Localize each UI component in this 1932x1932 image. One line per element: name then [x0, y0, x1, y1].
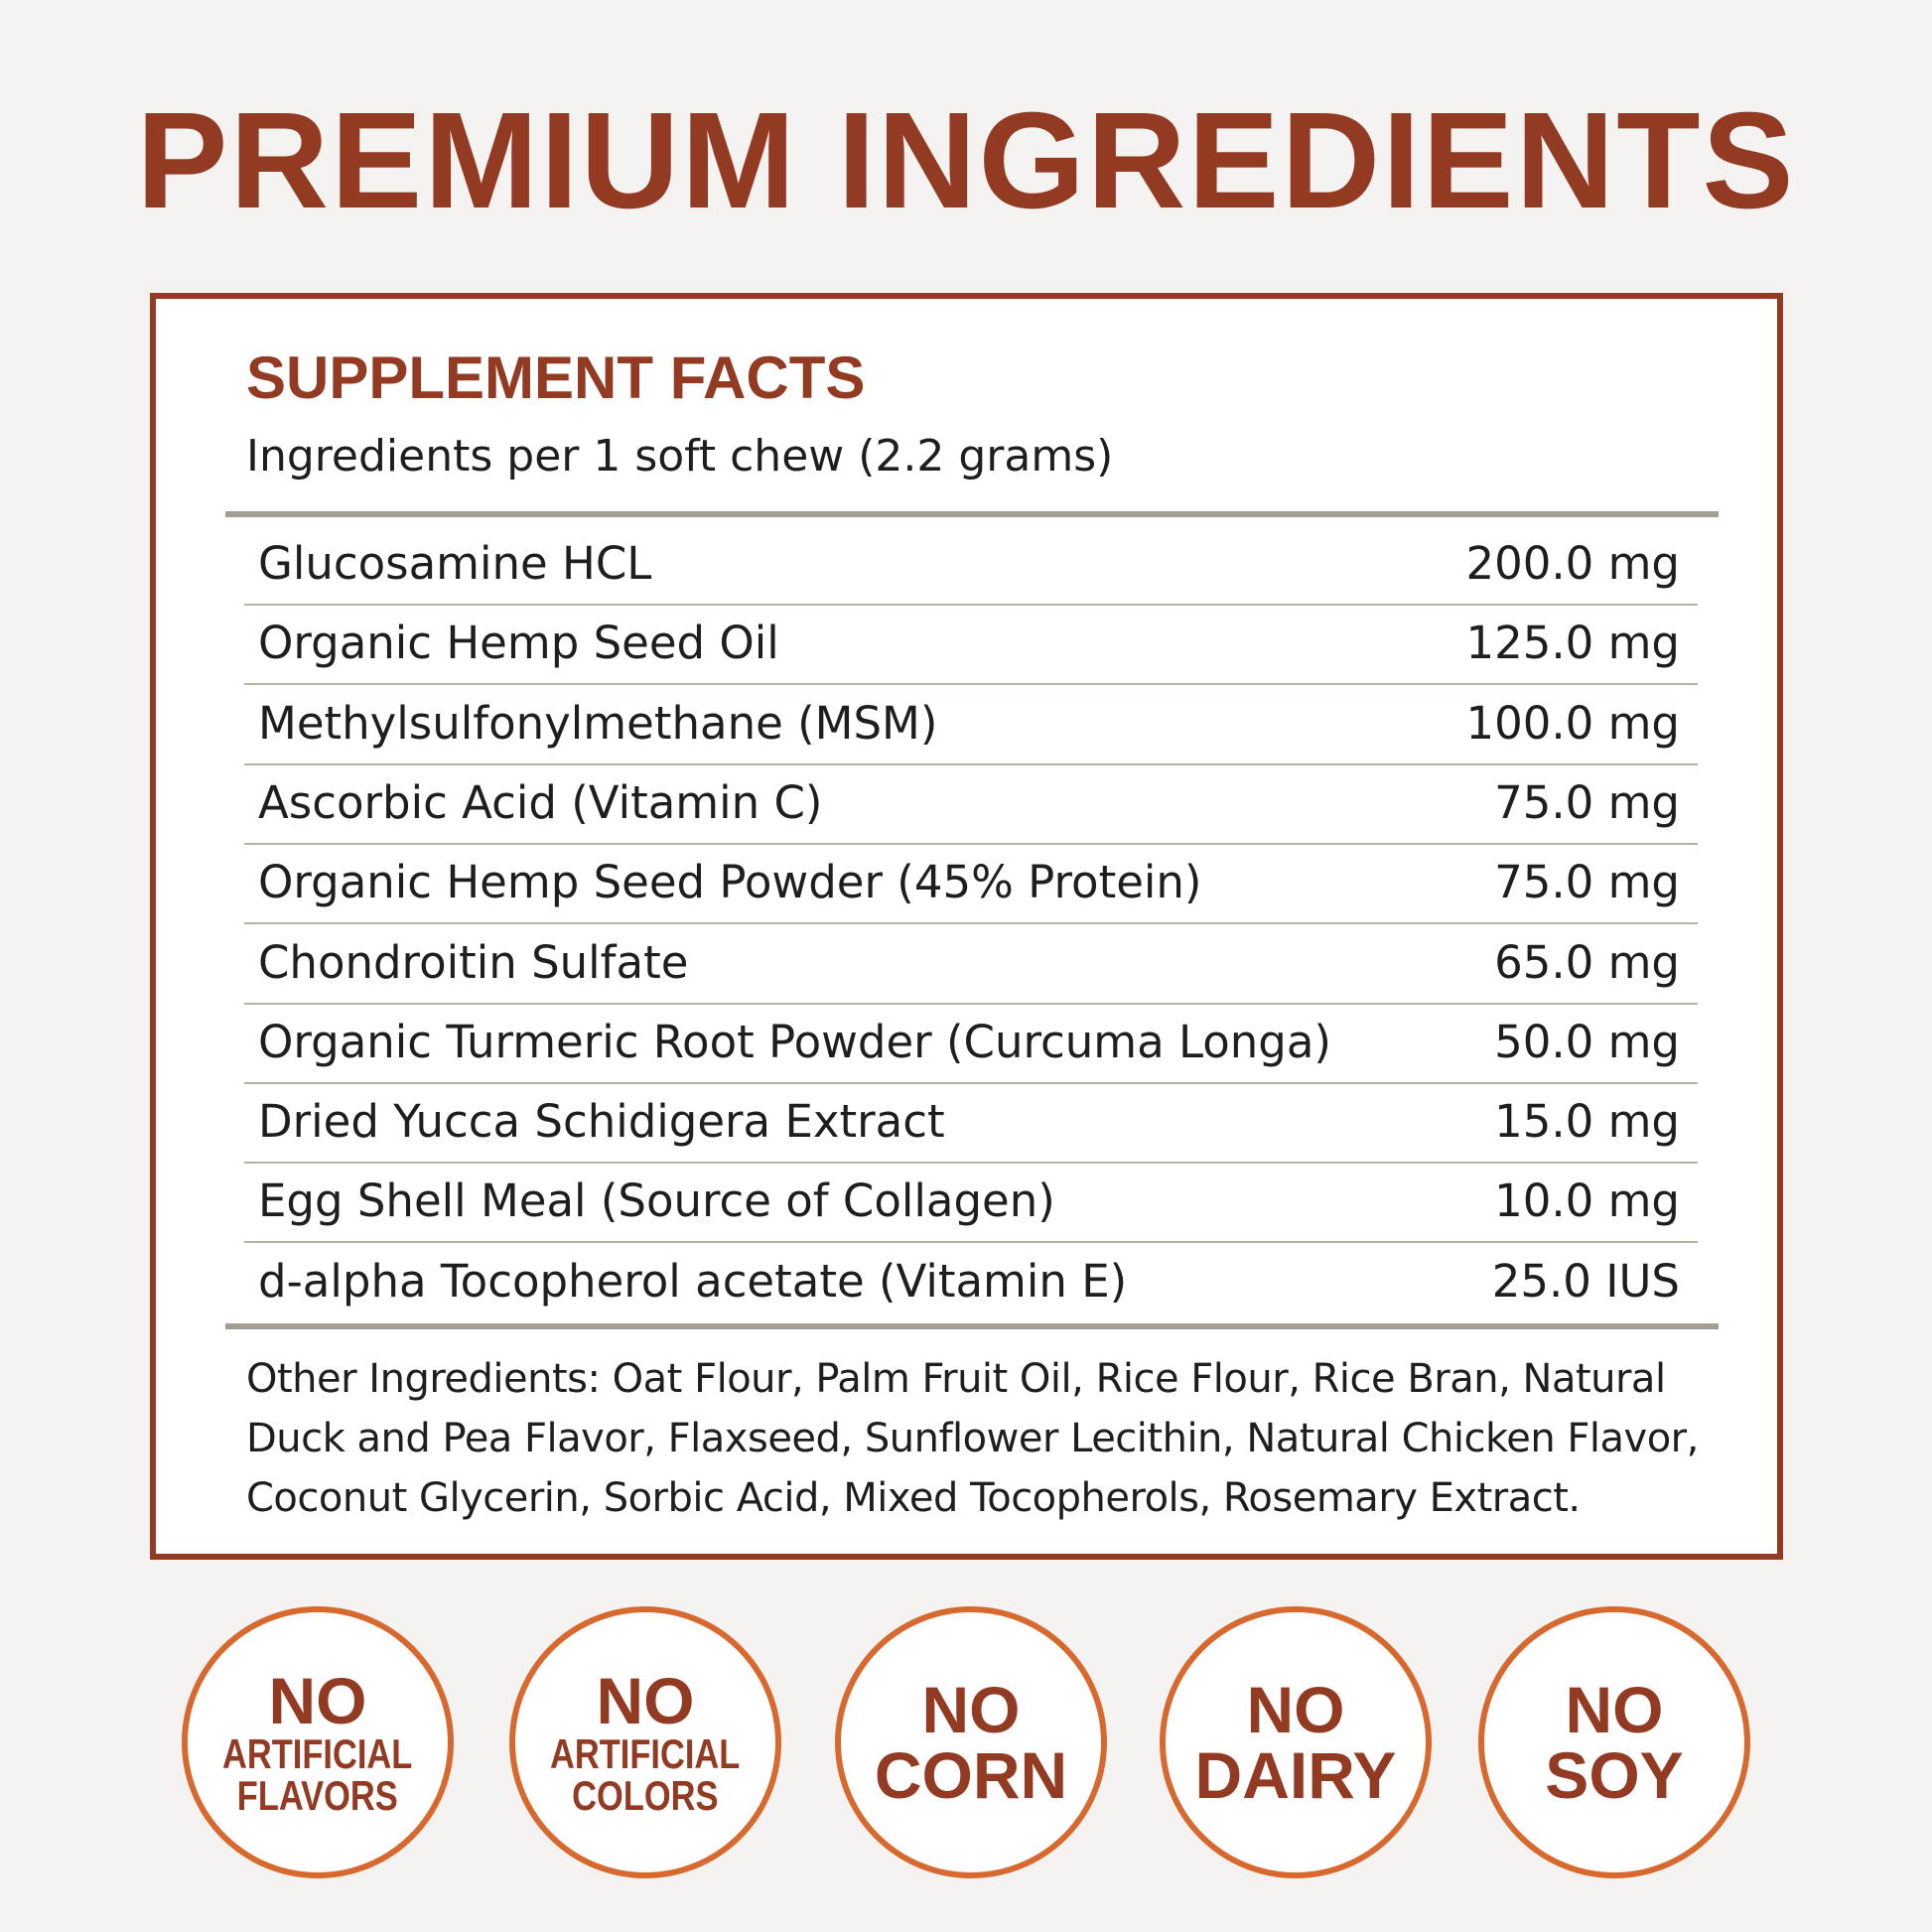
ingredient-name: Organic Hemp Seed Oil [258, 617, 779, 670]
ingredient-amount: 200.0 mg [1465, 537, 1680, 590]
facts-row: Organic Hemp Seed Oil 125.0 mg [244, 604, 1698, 686]
facts-row: Ascorbic Acid (Vitamin C) 75.0 mg [244, 763, 1698, 845]
badge-text: NO [1565, 1673, 1664, 1746]
facts-row: Glucosamine HCL 200.0 mg [244, 524, 1698, 606]
ingredient-name: Dried Yucca Schidigera Extract [258, 1095, 945, 1149]
badge-text: NO [596, 1664, 695, 1737]
ingredient-amount: 25.0 IUS [1491, 1254, 1680, 1308]
badge: NO SOY [1478, 1606, 1750, 1878]
badge-text: FLAVORS [236, 1772, 399, 1819]
badge-text: NO [268, 1664, 367, 1737]
ingredient-name: Methylsulfonylmethane (MSM) [258, 696, 938, 750]
ingredient-amount: 10.0 mg [1494, 1174, 1680, 1228]
ingredient-amount: 125.0 mg [1465, 617, 1680, 670]
badge: NO ARTIFICIAL COLORS [509, 1606, 781, 1878]
badge-text: DAIRY [1194, 1738, 1397, 1812]
ingredient-amount: 15.0 mg [1494, 1095, 1680, 1149]
divider [225, 1323, 1719, 1329]
facts-row: d-alpha Tocopherol acetate (Vitamin E) 25… [244, 1242, 1698, 1321]
ingredient-name: Organic Hemp Seed Powder (45% Protein) [258, 856, 1202, 909]
badge-text: NO [1246, 1673, 1345, 1746]
badge-text: COLORS [572, 1772, 719, 1819]
badge-text: ARTIFICIAL [550, 1730, 741, 1777]
facts-row: Dried Yucca Schidigera Extract 15.0 mg [244, 1082, 1698, 1165]
facts-row: Chondroitin Sulfate 65.0 mg [244, 923, 1698, 1005]
badge-text: ARTIFICIAL [222, 1730, 413, 1777]
ingredient-name: Egg Shell Meal (Source of Collagen) [258, 1174, 1055, 1228]
ingredient-name: Organic Turmeric Root Powder (Curcuma Lo… [258, 1015, 1331, 1068]
ingredient-name: Chondroitin Sulfate [258, 935, 689, 989]
badge: NO DAIRY [1160, 1606, 1432, 1878]
divider [225, 511, 1719, 517]
facts-heading: SUPPLEMENT FACTS [246, 345, 866, 411]
facts-row: Methylsulfonylmethane (MSM) 100.0 mg [244, 684, 1698, 765]
ingredient-name: d-alpha Tocopherol acetate (Vitamin E) [258, 1254, 1128, 1308]
ingredient-amount: 75.0 mg [1494, 775, 1680, 829]
facts-row: Organic Hemp Seed Powder (45% Protein) 75… [244, 843, 1698, 925]
badge: NO CORN [835, 1606, 1107, 1878]
badge-text: CORN [874, 1738, 1068, 1812]
facts-row: Egg Shell Meal (Source of Collagen) 10.0 … [244, 1162, 1698, 1244]
ingredient-name: Ascorbic Acid (Vitamin C) [258, 775, 823, 829]
badge-text: NO [921, 1673, 1021, 1746]
badge: NO ARTIFICIAL FLAVORS [182, 1606, 454, 1878]
ingredient-amount: 50.0 mg [1494, 1015, 1680, 1068]
ingredient-amount: 100.0 mg [1465, 696, 1680, 750]
ingredient-amount: 65.0 mg [1494, 935, 1680, 989]
facts-panel: SUPPLEMENT FACTS Ingredients per 1 soft … [150, 293, 1783, 1560]
other-ingredients: Other Ingredients: Oat Flour, Palm Fruit… [246, 1356, 1699, 1521]
facts-row: Organic Turmeric Root Powder (Curcuma Lo… [244, 1003, 1698, 1084]
ingredient-amount: 75.0 mg [1494, 856, 1680, 909]
badge-text: SOY [1545, 1738, 1684, 1812]
title: PREMIUM INGREDIENTS [136, 84, 1796, 237]
ingredient-name: Glucosamine HCL [258, 537, 652, 590]
facts-subheading: Ingredients per 1 soft chew (2.2 grams) [246, 431, 1114, 482]
